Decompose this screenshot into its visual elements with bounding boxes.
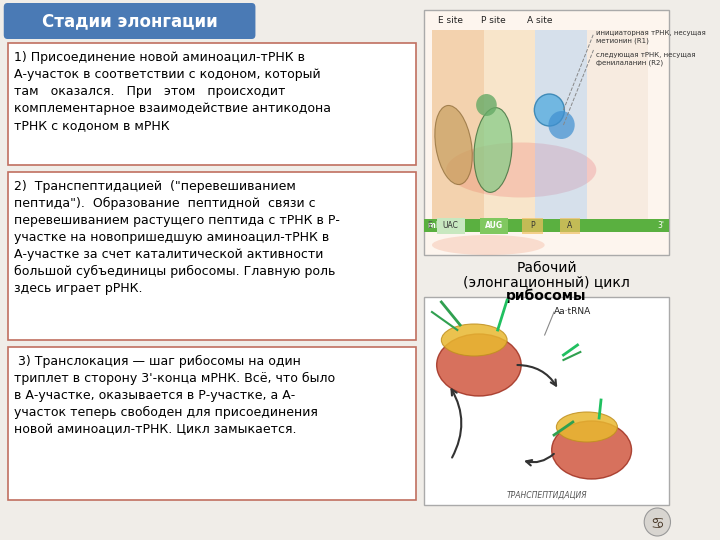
Text: A: A [567,221,572,231]
Circle shape [644,508,670,536]
Text: A site: A site [527,16,553,25]
Text: P site: P site [481,16,505,25]
Text: метионин (R1): метионин (R1) [596,37,649,44]
Text: E site: E site [438,16,463,25]
Bar [7,347,416,500]
Bar [436,218,465,234]
Ellipse shape [436,334,521,396]
Text: ♋: ♋ [651,516,664,530]
Text: 3': 3' [658,221,665,230]
Bar [587,30,648,230]
Text: (элонгационный) цикл: (элонгационный) цикл [463,275,630,289]
Ellipse shape [549,111,575,139]
FancyBboxPatch shape [4,3,256,39]
Text: ТРАНСПЕПТИДАЦИЯ: ТРАНСПЕПТИДАЦИЯ [506,491,587,500]
Ellipse shape [534,94,564,126]
Ellipse shape [446,143,596,198]
Text: инициаторная тРНК, несущая: инициаторная тРНК, несущая [596,30,706,36]
Ellipse shape [432,235,544,255]
Bar [425,10,669,255]
Text: AUG: AUG [485,221,503,231]
Bar [425,297,669,505]
Text: 1) Присоединение новой аминоацил-тРНК в
А-участок в соответствии с кодоном, кото: 1) Присоединение новой аминоацил-тРНК в … [14,51,331,132]
Text: Рабочий: Рабочий [516,261,577,275]
Text: 3) Транслокация — шаг рибосомы на один
триплет в сторону 3'-конца мРНК. Всё, что: 3) Транслокация — шаг рибосомы на один т… [14,355,336,436]
Text: UAC: UAC [443,221,459,231]
Text: фенилаланин (R2): фенилаланин (R2) [596,59,663,65]
Ellipse shape [435,105,472,185]
Text: Aa·tRNA: Aa·tRNA [554,307,591,316]
Ellipse shape [552,421,631,479]
Text: Стадии элонгации: Стадии элонгации [42,12,217,30]
Text: следующая тРНК, несущая: следующая тРНК, несущая [596,52,696,58]
Bar [522,218,543,234]
Text: рибосомы: рибосомы [506,289,587,303]
Bar [484,30,535,230]
Text: P: P [530,221,535,231]
Text: E: E [427,221,432,231]
Bar [535,30,587,230]
Bar [480,218,508,234]
Text: 2)  Транспептидацией  ("перевешиванием
пептида").  Образование  пептидной  связи: 2) Транспептидацией ("перевешиванием пеп… [14,180,340,295]
Text: mRNA 5': mRNA 5' [428,221,464,230]
Bar [425,219,669,232]
Bar [7,43,416,165]
Bar [7,172,416,340]
Ellipse shape [557,412,618,442]
Ellipse shape [474,107,512,192]
Bar [432,30,484,230]
Bar [559,218,580,234]
Ellipse shape [441,324,507,356]
Ellipse shape [476,94,497,116]
